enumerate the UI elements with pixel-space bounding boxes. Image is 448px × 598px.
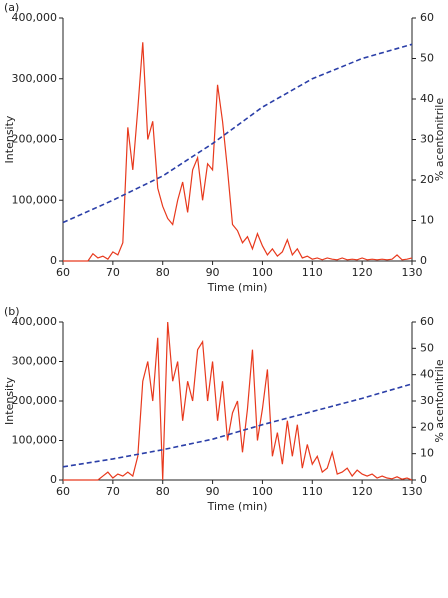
y2-tick-label: 20 — [420, 173, 434, 186]
x-tick-label: 60 — [56, 266, 70, 279]
axis-frame — [62, 18, 413, 262]
y-tick-label: 400,000 — [12, 11, 58, 24]
x-tick-label: 120 — [352, 266, 373, 279]
x-tick-label: 130 — [402, 266, 423, 279]
intensity-line — [63, 321, 413, 481]
gradient-line — [62, 43, 413, 224]
panel-label: (a) — [4, 1, 19, 14]
x-tick-label: 120 — [352, 485, 373, 498]
x-tick-label: 80 — [156, 485, 170, 498]
y2-axis-label: % acentonitrile — [433, 359, 446, 442]
y2-tick-label: 0 — [420, 473, 427, 486]
y-tick-label: 100,000 — [12, 434, 58, 447]
y-tick-label: 300,000 — [12, 72, 58, 85]
x-tick-label: 100 — [252, 266, 273, 279]
x-tick-label: 90 — [206, 266, 220, 279]
y2-axis-label: % acentonitrile — [433, 98, 446, 181]
y2-tick-label: 10 — [420, 214, 434, 227]
x-tick-label: 100 — [252, 485, 273, 498]
y2-tick-label: 60 — [420, 315, 434, 328]
y2-tick-label: 40 — [420, 368, 434, 381]
y-tick-label: 300,000 — [12, 355, 58, 368]
y-tick-label: 0 — [50, 473, 57, 486]
y2-tick-label: 0 — [420, 254, 427, 267]
y2-tick-label: 40 — [420, 92, 434, 105]
y-tick-label: 100,000 — [12, 193, 58, 206]
y-tick-label: 200,000 — [12, 394, 58, 407]
y2-tick-label: 50 — [420, 341, 434, 354]
x-tick-label: 90 — [206, 485, 220, 498]
y-tick-label: 0 — [50, 254, 57, 267]
panel-label: (b) — [4, 305, 20, 318]
x-tick-label: 70 — [106, 485, 120, 498]
intensity-line — [63, 42, 413, 262]
x-tick-label: 110 — [302, 485, 323, 498]
y2-tick-label: 60 — [420, 11, 434, 24]
y-axis-label: Intensity — [3, 377, 16, 425]
y-axis-label: Intensity — [3, 115, 16, 163]
y2-tick-label: 50 — [420, 52, 434, 65]
y2-tick-label: 20 — [420, 420, 434, 433]
x-tick-label: 110 — [302, 266, 323, 279]
y2-tick-label: 10 — [420, 447, 434, 460]
x-tick-label: 80 — [156, 266, 170, 279]
x-axis-label: Time (min) — [207, 281, 268, 294]
x-tick-label: 70 — [106, 266, 120, 279]
x-tick-label: 130 — [402, 485, 423, 498]
x-axis-label: Time (min) — [207, 500, 268, 513]
y-tick-label: 200,000 — [12, 133, 58, 146]
gradient-line — [62, 383, 413, 468]
y2-tick-label: 30 — [420, 394, 434, 407]
y-tick-label: 400,000 — [12, 315, 58, 328]
y2-tick-label: 30 — [420, 133, 434, 146]
x-tick-label: 60 — [56, 485, 70, 498]
